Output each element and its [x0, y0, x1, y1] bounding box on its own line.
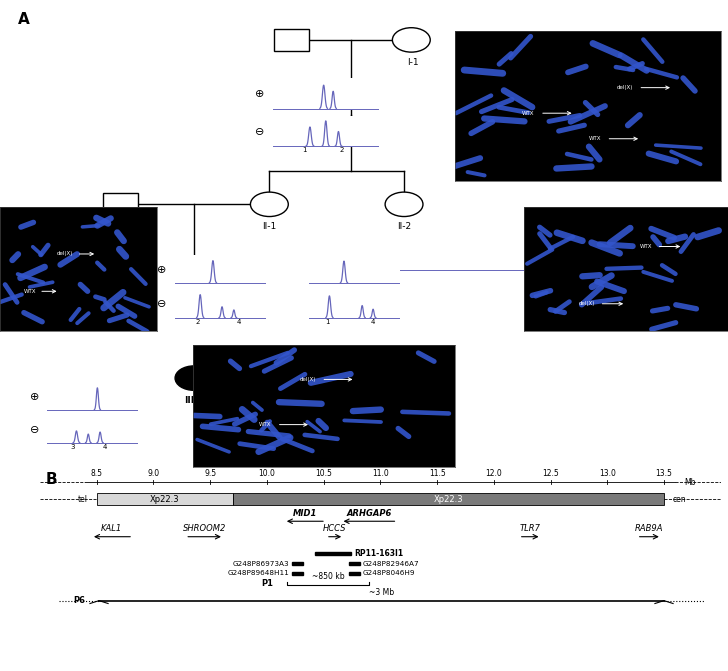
Text: II-1: II-1	[262, 222, 277, 231]
Text: 10.0: 10.0	[258, 469, 275, 478]
Text: Mb: Mb	[684, 478, 696, 486]
Text: Xp22.3: Xp22.3	[150, 495, 180, 503]
Text: 10.5: 10.5	[315, 469, 332, 478]
Text: III-1: III-1	[184, 396, 204, 405]
Bar	[349, 562, 360, 565]
Circle shape	[175, 366, 213, 391]
Bar	[97, 493, 233, 505]
Circle shape	[392, 28, 430, 52]
Text: 12.0: 12.0	[486, 469, 502, 478]
Text: 11.0: 11.0	[372, 469, 389, 478]
Text: SHROOM2: SHROOM2	[183, 524, 226, 533]
Text: ARHGAP6: ARHGAP6	[347, 509, 392, 517]
Text: RP11-163I1: RP11-163I1	[355, 549, 403, 558]
Text: ⊖: ⊖	[256, 127, 264, 136]
Text: tel: tel	[78, 495, 87, 503]
Text: HCCS: HCCS	[323, 524, 347, 533]
Text: ⊖: ⊖	[157, 299, 166, 309]
Text: 13.5: 13.5	[655, 469, 673, 478]
Bar	[314, 552, 351, 555]
Text: ⊕: ⊕	[256, 89, 264, 99]
Bar	[103, 193, 138, 215]
Text: Xp22.3: Xp22.3	[434, 495, 463, 503]
Text: B: B	[46, 472, 58, 486]
Text: 12.5: 12.5	[542, 469, 559, 478]
Text: ~3 Mb: ~3 Mb	[369, 588, 394, 597]
Text: RAB9A: RAB9A	[635, 524, 663, 533]
Text: KAL1: KAL1	[101, 524, 122, 533]
Circle shape	[250, 192, 288, 217]
Circle shape	[385, 192, 423, 217]
Text: cen: cen	[673, 495, 687, 503]
Text: TLR7: TLR7	[520, 524, 541, 533]
Text: ~850 kb: ~850 kb	[312, 572, 344, 581]
Bar	[292, 562, 304, 565]
Text: 9.5: 9.5	[204, 469, 216, 478]
Text: I-1: I-1	[407, 58, 419, 67]
Text: P6: P6	[74, 596, 85, 605]
Text: A: A	[18, 11, 30, 27]
Bar	[349, 572, 360, 574]
Text: G248P89648H11: G248P89648H11	[228, 570, 290, 576]
Text: MID1: MID1	[293, 509, 317, 517]
Text: 8.5: 8.5	[91, 469, 103, 478]
Text: 9.0: 9.0	[148, 469, 159, 478]
Text: ⊕: ⊕	[30, 393, 39, 403]
Text: ⊖: ⊖	[30, 425, 39, 435]
Text: 11.5: 11.5	[429, 469, 446, 478]
Text: G248P8046H9: G248P8046H9	[363, 570, 415, 576]
Bar	[292, 572, 304, 574]
Text: 13.0: 13.0	[599, 469, 616, 478]
Text: P1: P1	[262, 579, 274, 588]
Bar	[233, 493, 664, 505]
Text: G248P86973A3: G248P86973A3	[233, 560, 290, 566]
Text: II-2: II-2	[397, 222, 411, 231]
Text: ⊕: ⊕	[157, 264, 166, 274]
Bar	[274, 29, 309, 51]
Text: G248P82946A7: G248P82946A7	[363, 560, 419, 566]
